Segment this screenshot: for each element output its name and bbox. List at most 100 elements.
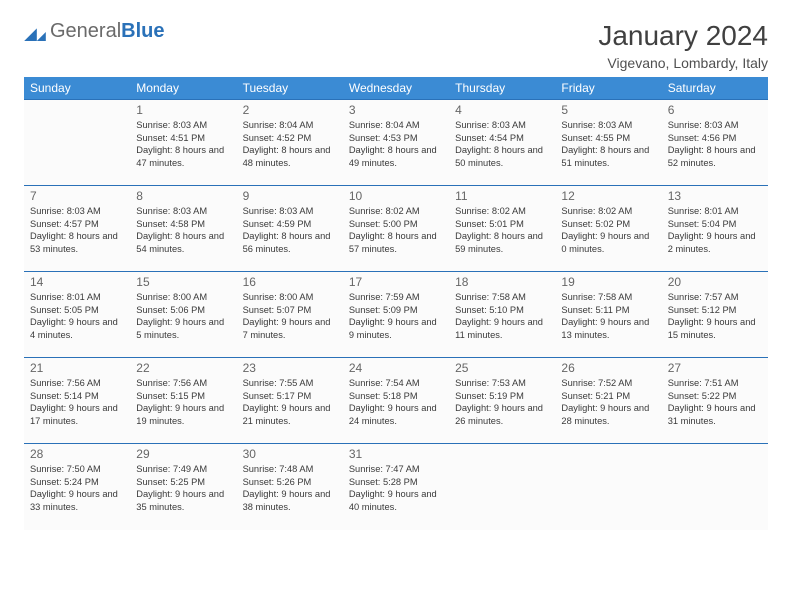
sunset-line: Sunset: 5:05 PM (30, 304, 124, 317)
sunset-line: Sunset: 5:12 PM (668, 304, 762, 317)
day-info: Sunrise: 8:01 AMSunset: 5:04 PMDaylight:… (668, 205, 762, 255)
sunset-line: Sunset: 4:51 PM (136, 132, 230, 145)
day-number: 16 (243, 275, 337, 289)
calendar-day-cell: 2 Sunrise: 8:04 AMSunset: 4:52 PMDaylight… (237, 100, 343, 186)
day-header: Thursday (449, 77, 555, 100)
day-number: 27 (668, 361, 762, 375)
sunrise-line: Sunrise: 8:00 AM (136, 291, 230, 304)
calendar-day-cell: 9 Sunrise: 8:03 AMSunset: 4:59 PMDaylight… (237, 186, 343, 272)
sunset-line: Sunset: 5:15 PM (136, 390, 230, 403)
day-info: Sunrise: 8:00 AMSunset: 5:07 PMDaylight:… (243, 291, 337, 341)
sunset-line: Sunset: 5:17 PM (243, 390, 337, 403)
calendar-empty-cell (449, 444, 555, 530)
calendar-day-cell: 4Sunrise: 8:03 AMSunset: 4:54 PMDaylight… (449, 100, 555, 186)
calendar-day-cell: 19Sunrise: 7:58 AMSunset: 5:11 PMDayligh… (555, 272, 661, 358)
calendar-week-row: 7Sunrise: 8:03 AMSunset: 4:57 PMDaylight… (24, 186, 768, 272)
sunset-line: Sunset: 5:21 PM (561, 390, 655, 403)
day-info: Sunrise: 8:03 AMSunset: 4:54 PMDaylight:… (455, 119, 549, 169)
day-number: 20 (668, 275, 762, 289)
daylight-line: Daylight: 8 hours and 56 minutes. (243, 230, 337, 255)
calendar-week-row: 21Sunrise: 7:56 AMSunset: 5:14 PMDayligh… (24, 358, 768, 444)
day-header: Saturday (662, 77, 768, 100)
sunrise-line: Sunrise: 8:03 AM (136, 119, 230, 132)
calendar-day-cell: 16 Sunrise: 8:00 AMSunset: 5:07 PMDayligh… (237, 272, 343, 358)
sunset-line: Sunset: 5:10 PM (455, 304, 549, 317)
sunrise-line: Sunrise: 7:57 AM (668, 291, 762, 304)
day-number: 28 (30, 447, 124, 461)
day-number: 14 (30, 275, 124, 289)
day-info: Sunrise: 7:55 AMSunset: 5:17 PMDaylight:… (243, 377, 337, 427)
day-number: 12 (561, 189, 655, 203)
day-number: 30 (243, 447, 337, 461)
day-info: Sunrise: 7:58 AMSunset: 5:11 PMDaylight:… (561, 291, 655, 341)
calendar-day-cell: 22Sunrise: 7:56 AMSunset: 5:15 PMDayligh… (130, 358, 236, 444)
sunrise-line: Sunrise: 8:03 AM (455, 119, 549, 132)
day-number: 15 (136, 275, 230, 289)
logo-word-2: Blue (121, 20, 164, 42)
calendar-day-cell: 15Sunrise: 8:00 AMSunset: 5:06 PMDayligh… (130, 272, 236, 358)
day-info: Sunrise: 8:03 AMSunset: 4:51 PMDaylight:… (136, 119, 230, 169)
calendar-week-row: 1Sunrise: 8:03 AMSunset: 4:51 PMDaylight… (24, 100, 768, 186)
daylight-line: Daylight: 9 hours and 35 minutes. (136, 488, 230, 513)
calendar-empty-cell (555, 444, 661, 530)
day-number: 21 (30, 361, 124, 375)
sunrise-line: Sunrise: 7:53 AM (455, 377, 549, 390)
sunrise-line: Sunrise: 8:03 AM (561, 119, 655, 132)
day-info: Sunrise: 8:04 AMSunset: 4:52 PMDaylight:… (243, 119, 337, 169)
sunset-line: Sunset: 4:56 PM (668, 132, 762, 145)
day-number: 3 (349, 103, 443, 117)
sunrise-line: Sunrise: 8:02 AM (561, 205, 655, 218)
daylight-line: Daylight: 9 hours and 24 minutes. (349, 402, 443, 427)
location-subtitle: Vigevano, Lombardy, Italy (598, 55, 768, 71)
daylight-line: Daylight: 9 hours and 17 minutes. (30, 402, 124, 427)
day-info: Sunrise: 8:02 AMSunset: 5:00 PMDaylight:… (349, 205, 443, 255)
sunset-line: Sunset: 5:06 PM (136, 304, 230, 317)
sunrise-line: Sunrise: 8:03 AM (243, 205, 337, 218)
sunset-line: Sunset: 5:00 PM (349, 218, 443, 231)
sunset-line: Sunset: 5:28 PM (349, 476, 443, 489)
calendar-body: 1Sunrise: 8:03 AMSunset: 4:51 PMDaylight… (24, 100, 768, 530)
sunset-line: Sunset: 4:58 PM (136, 218, 230, 231)
daylight-line: Daylight: 8 hours and 51 minutes. (561, 144, 655, 169)
calendar-empty-cell (662, 444, 768, 530)
day-number: 9 (243, 189, 337, 203)
calendar-day-cell: 31Sunrise: 7:47 AMSunset: 5:28 PMDayligh… (343, 444, 449, 530)
day-number: 29 (136, 447, 230, 461)
day-number: 2 (243, 103, 337, 117)
day-info: Sunrise: 8:03 AMSunset: 4:59 PMDaylight:… (243, 205, 337, 255)
day-info: Sunrise: 7:52 AMSunset: 5:21 PMDaylight:… (561, 377, 655, 427)
sunset-line: Sunset: 5:01 PM (455, 218, 549, 231)
daylight-line: Daylight: 9 hours and 4 minutes. (30, 316, 124, 341)
day-info: Sunrise: 8:01 AMSunset: 5:05 PMDaylight:… (30, 291, 124, 341)
calendar-day-cell: 27Sunrise: 7:51 AMSunset: 5:22 PMDayligh… (662, 358, 768, 444)
day-number: 25 (455, 361, 549, 375)
logo-word-1: General (50, 20, 121, 42)
sunrise-line: Sunrise: 7:58 AM (561, 291, 655, 304)
calendar-day-cell: 28 Sunrise: 7:50 AMSunset: 5:24 PMDayligh… (24, 444, 130, 530)
day-info: Sunrise: 7:53 AMSunset: 5:19 PMDaylight:… (455, 377, 549, 427)
calendar-week-row: 28 Sunrise: 7:50 AMSunset: 5:24 PMDayligh… (24, 444, 768, 530)
sunset-line: Sunset: 4:57 PM (30, 218, 124, 231)
daylight-line: Daylight: 9 hours and 26 minutes. (455, 402, 549, 427)
calendar-day-cell: 12Sunrise: 8:02 AMSunset: 5:02 PMDayligh… (555, 186, 661, 272)
calendar-day-cell: 8Sunrise: 8:03 AMSunset: 4:58 PMDaylight… (130, 186, 236, 272)
calendar-day-cell: 23 Sunrise: 7:55 AMSunset: 5:17 PMDayligh… (237, 358, 343, 444)
sunset-line: Sunset: 5:02 PM (561, 218, 655, 231)
day-number: 17 (349, 275, 443, 289)
calendar-day-cell: 11Sunrise: 8:02 AMSunset: 5:01 PMDayligh… (449, 186, 555, 272)
calendar-day-cell: 1Sunrise: 8:03 AMSunset: 4:51 PMDaylight… (130, 100, 236, 186)
day-header: Monday (130, 77, 236, 100)
daylight-line: Daylight: 9 hours and 2 minutes. (668, 230, 762, 255)
calendar-day-cell: 3Sunrise: 8:04 AMSunset: 4:53 PMDaylight… (343, 100, 449, 186)
sunset-line: Sunset: 5:18 PM (349, 390, 443, 403)
day-number: 23 (243, 361, 337, 375)
daylight-line: Daylight: 9 hours and 33 minutes. (30, 488, 124, 513)
calendar-day-cell: 30Sunrise: 7:48 AMSunset: 5:26 PMDayligh… (237, 444, 343, 530)
sunset-line: Sunset: 5:24 PM (30, 476, 124, 489)
day-info: Sunrise: 7:49 AMSunset: 5:25 PMDaylight:… (136, 463, 230, 513)
daylight-line: Daylight: 8 hours and 50 minutes. (455, 144, 549, 169)
day-info: Sunrise: 7:50 AMSunset: 5:24 PMDaylight:… (30, 463, 124, 513)
calendar-table: SundayMondayTuesdayWednesdayThursdayFrid… (24, 77, 768, 530)
logo-mark-icon (24, 23, 46, 41)
daylight-line: Daylight: 9 hours and 31 minutes. (668, 402, 762, 427)
